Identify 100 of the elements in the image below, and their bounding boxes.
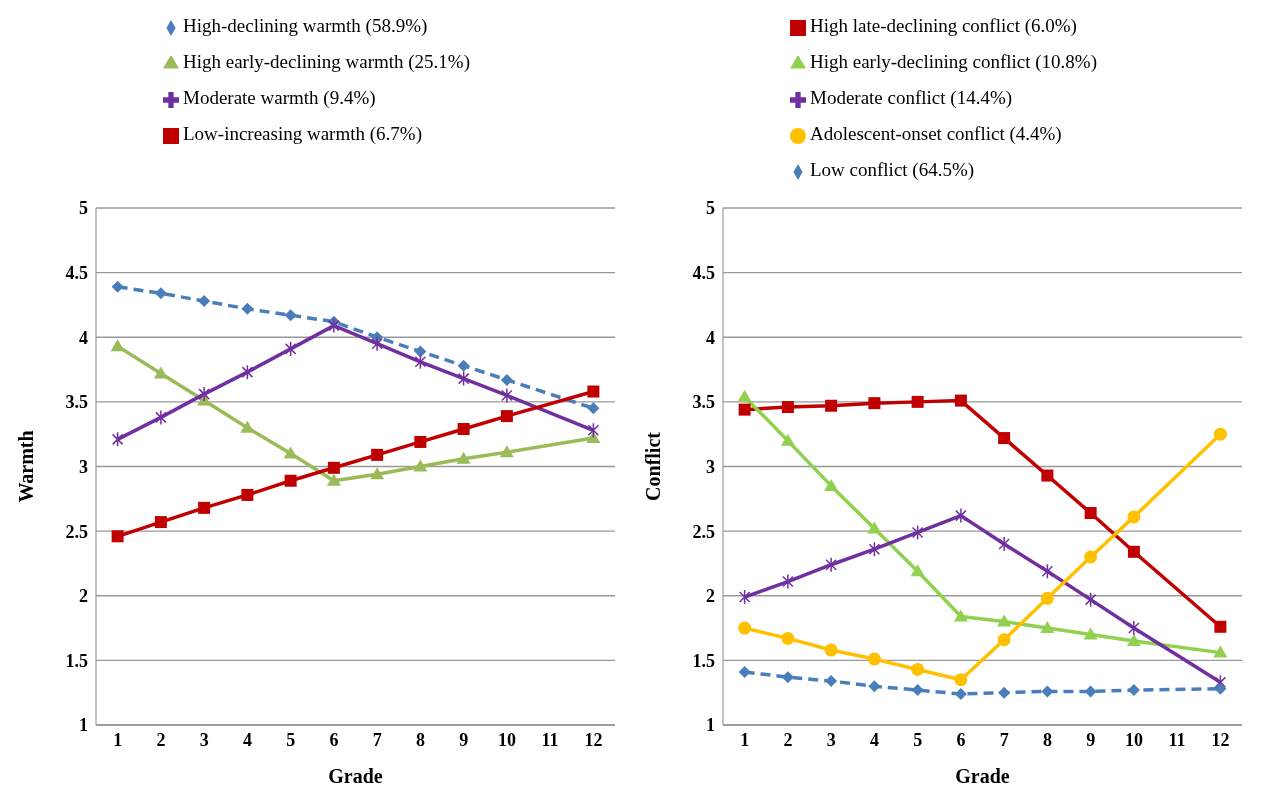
y-tick-label: 3 <box>79 456 88 477</box>
point <box>955 507 967 524</box>
point <box>1084 507 1097 520</box>
point <box>1040 621 1055 634</box>
point <box>1213 645 1228 658</box>
point <box>414 345 427 358</box>
y-tick-label: 1.5 <box>65 650 88 671</box>
y-tick-label: 2 <box>706 586 715 607</box>
point <box>457 359 470 372</box>
y-tick-label: 2.5 <box>692 521 715 542</box>
point <box>1213 427 1227 441</box>
point <box>1041 469 1054 482</box>
point <box>198 295 211 308</box>
x-tick-label: 12 <box>584 729 603 750</box>
point <box>824 643 838 657</box>
y-axis-title: Warmth <box>15 430 38 503</box>
x-tick-label: 12 <box>1211 729 1230 750</box>
legend-label: High early-declining warmth (25.1%) <box>182 51 471 72</box>
point <box>587 402 600 415</box>
x-tick-label: 4 <box>869 729 879 750</box>
point <box>781 671 794 684</box>
x-tick-label: 8 <box>415 729 425 750</box>
point <box>154 516 167 529</box>
y-axis-title: Conflict <box>642 431 665 501</box>
y-tick-label: 1 <box>706 715 715 736</box>
point <box>371 448 384 461</box>
point <box>780 433 795 446</box>
point <box>457 370 470 387</box>
point <box>1127 545 1140 558</box>
point <box>998 432 1011 445</box>
point <box>153 366 168 379</box>
x-tick-label: 9 <box>459 729 469 750</box>
point <box>328 317 340 334</box>
point <box>867 521 882 534</box>
point <box>111 530 124 543</box>
legend-label: Adolescent-onset conflict (4.4%) <box>809 123 1062 144</box>
point <box>586 431 601 444</box>
point <box>501 387 513 404</box>
x-tick-label: 1 <box>113 729 123 750</box>
y-tick-label: 2.5 <box>65 521 88 542</box>
point <box>587 422 600 439</box>
point <box>414 354 427 370</box>
point <box>781 631 795 645</box>
point <box>997 614 1012 627</box>
x-tick-label: 3 <box>826 729 836 750</box>
point <box>414 435 427 448</box>
point <box>284 341 297 357</box>
point <box>953 609 968 622</box>
point <box>825 675 838 688</box>
point <box>825 556 837 573</box>
point <box>413 459 428 472</box>
point <box>911 684 924 697</box>
point <box>370 467 385 480</box>
point <box>1040 591 1054 605</box>
point <box>1127 510 1141 524</box>
y-tick-label: 2 <box>79 586 88 607</box>
legend-label: High late-declining conflict (6.0%) <box>809 15 1077 36</box>
point <box>241 302 254 315</box>
point <box>240 420 255 433</box>
point <box>327 461 340 474</box>
x-tick-label: 11 <box>1168 729 1186 750</box>
point <box>241 364 254 380</box>
point <box>738 666 751 679</box>
point <box>1126 633 1141 646</box>
point <box>910 564 925 577</box>
point <box>911 662 925 676</box>
point <box>868 541 881 557</box>
point <box>1083 627 1098 640</box>
legend-label: Low-increasing warmth (6.7%) <box>182 123 422 144</box>
point <box>457 423 470 436</box>
y-tick-label: 1.5 <box>692 650 715 671</box>
point <box>1214 682 1227 695</box>
x-tick-label: 2 <box>783 729 793 750</box>
x-tick-label: 4 <box>242 729 252 750</box>
point <box>781 401 794 414</box>
point <box>998 686 1011 699</box>
y-tick-label: 3 <box>706 456 715 477</box>
point <box>110 339 125 352</box>
point <box>738 621 752 635</box>
x-tick-label: 6 <box>329 729 339 750</box>
x-axis-title: Grade <box>955 765 1010 787</box>
y-tick-label: 4 <box>706 327 715 348</box>
x-tick-label: 6 <box>956 729 966 750</box>
x-tick-label: 9 <box>1086 729 1096 750</box>
x-tick-label: 10 <box>497 729 516 750</box>
point <box>500 410 513 423</box>
point <box>868 397 881 410</box>
point <box>198 501 211 514</box>
y-tick-label: 1 <box>79 715 88 736</box>
point <box>911 524 924 541</box>
y-tick-label: 4 <box>79 327 88 348</box>
point <box>1084 550 1098 564</box>
point <box>326 473 341 486</box>
point <box>824 478 839 491</box>
legend-label: Moderate conflict (14.4%) <box>809 87 1013 108</box>
point <box>111 280 124 293</box>
y-tick-label: 4.5 <box>692 263 715 284</box>
point <box>954 673 968 687</box>
x-axis-title: Grade <box>328 765 383 787</box>
y-tick-label: 5 <box>706 198 715 219</box>
